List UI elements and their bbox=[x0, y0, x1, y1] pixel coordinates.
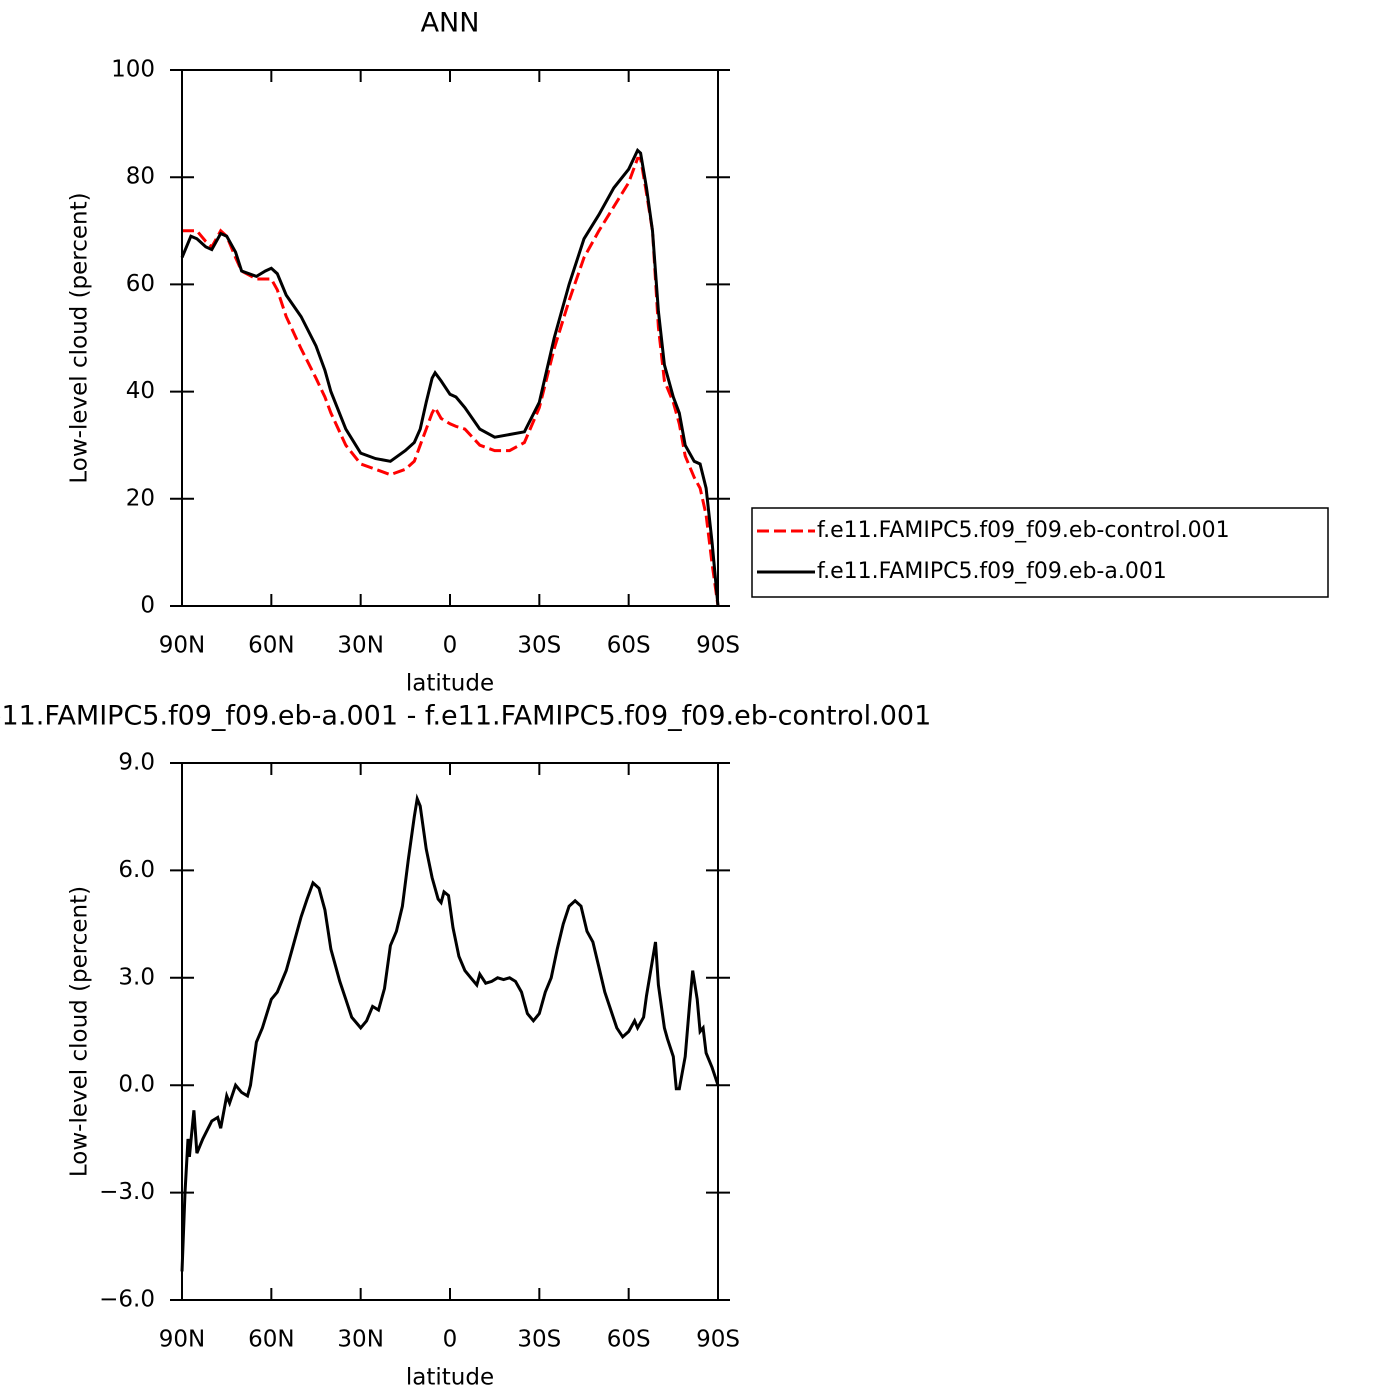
x-tick-label: 60S bbox=[607, 1327, 651, 1353]
y-tick-label: 0 bbox=[140, 593, 155, 619]
x-tick-label: 30N bbox=[337, 1327, 383, 1353]
data-line bbox=[182, 156, 720, 607]
x-tick-label: 60N bbox=[248, 1327, 294, 1353]
y-tick-label: −3.0 bbox=[99, 1179, 155, 1205]
y-tick-label: 60 bbox=[126, 271, 155, 297]
y-tick-label: 9.0 bbox=[118, 750, 155, 776]
y-axis-label: Low-level cloud (percent) bbox=[67, 192, 93, 483]
x-tick-label: 90S bbox=[696, 633, 740, 659]
legend-label: f.e11.FAMIPC5.f09_f09.eb-a.001 bbox=[817, 559, 1167, 584]
x-axis-label: latitude bbox=[406, 1365, 494, 1391]
y-tick-label: 3.0 bbox=[118, 964, 155, 990]
x-axis-label: latitude bbox=[406, 671, 494, 697]
y-axis-label: Low-level cloud (percent) bbox=[67, 886, 93, 1177]
plot-frame bbox=[181, 762, 719, 1301]
x-tick-label: 0 bbox=[443, 1327, 458, 1353]
y-tick-label: 40 bbox=[126, 378, 155, 404]
y-tick-label: 100 bbox=[111, 57, 155, 83]
legend-label: f.e11.FAMIPC5.f09_f09.eb-control.001 bbox=[817, 518, 1230, 543]
data-line bbox=[180, 793, 720, 1272]
x-tick-label: 30S bbox=[517, 633, 561, 659]
chart-title: f.e11.FAMIPC5.f09_f09.eb-a.001 - f.e11.F… bbox=[0, 701, 931, 732]
data-line bbox=[180, 147, 720, 607]
chart-title: ANN bbox=[421, 8, 480, 39]
x-tick-label: 90S bbox=[696, 1327, 740, 1353]
x-tick-label: 90N bbox=[159, 1327, 205, 1353]
plot-frame bbox=[181, 69, 719, 607]
x-tick-label: 60N bbox=[248, 633, 294, 659]
x-tick-label: 0 bbox=[443, 633, 458, 659]
y-tick-label: 6.0 bbox=[118, 857, 155, 883]
x-tick-label: 90N bbox=[159, 633, 205, 659]
y-tick-label: 20 bbox=[126, 485, 155, 511]
y-tick-label: −6.0 bbox=[99, 1287, 155, 1313]
y-tick-label: 80 bbox=[126, 164, 155, 190]
x-tick-label: 60S bbox=[607, 633, 651, 659]
y-tick-label: 0.0 bbox=[118, 1072, 155, 1098]
x-tick-label: 30N bbox=[337, 633, 383, 659]
x-tick-label: 30S bbox=[517, 1327, 561, 1353]
legend-box bbox=[751, 507, 1329, 598]
